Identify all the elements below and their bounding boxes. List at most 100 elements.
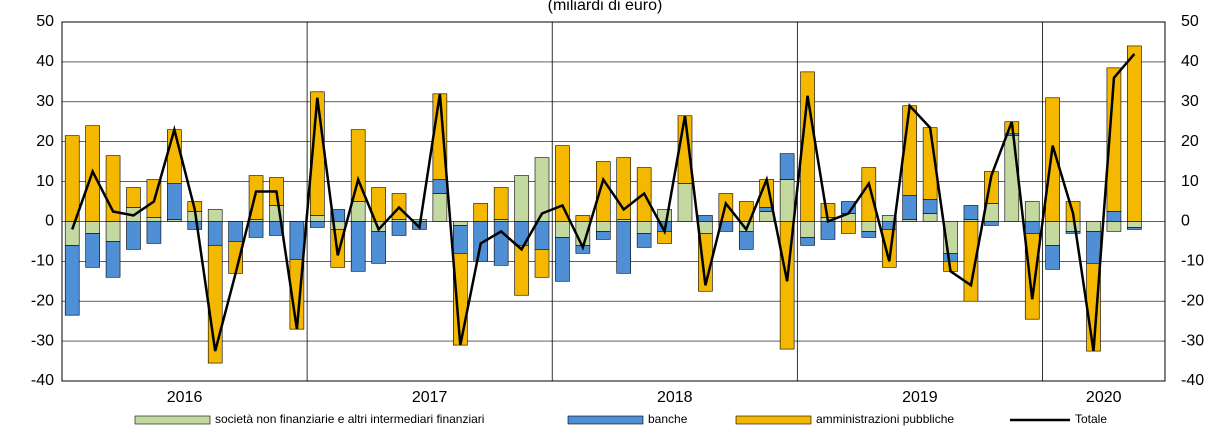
y-tick-label: 40 bbox=[36, 53, 54, 70]
bar bbox=[963, 205, 979, 220]
y2-tick-label: 40 bbox=[1181, 53, 1199, 70]
y2-tick-label: 30 bbox=[1181, 93, 1199, 110]
y2-tick-label: 10 bbox=[1181, 173, 1199, 190]
bar bbox=[1004, 135, 1020, 222]
bar bbox=[657, 209, 672, 222]
bar bbox=[1065, 231, 1081, 234]
bar bbox=[636, 233, 652, 248]
legend-label: banche bbox=[648, 412, 688, 426]
bar bbox=[269, 221, 284, 236]
bar bbox=[310, 215, 325, 222]
bar bbox=[698, 215, 713, 222]
bar bbox=[861, 221, 877, 232]
bar bbox=[555, 145, 570, 222]
bar bbox=[534, 221, 550, 250]
bar bbox=[207, 221, 223, 246]
y2-tick-label: 20 bbox=[1181, 133, 1199, 150]
bar bbox=[595, 231, 611, 240]
y2-tick-label: 0 bbox=[1181, 213, 1190, 230]
bar bbox=[167, 183, 182, 220]
bar bbox=[861, 167, 877, 222]
bar bbox=[1045, 221, 1060, 246]
bar bbox=[310, 221, 325, 228]
bar bbox=[738, 231, 754, 250]
bar bbox=[636, 221, 652, 234]
bar bbox=[493, 221, 509, 266]
bar bbox=[1065, 221, 1081, 232]
bar bbox=[453, 225, 468, 254]
bar bbox=[453, 221, 468, 226]
y-tick-label: -30 bbox=[31, 332, 54, 349]
y-tick-label: 50 bbox=[36, 13, 54, 30]
bar bbox=[289, 221, 305, 260]
bar bbox=[779, 153, 795, 180]
bar bbox=[861, 231, 877, 238]
bar bbox=[922, 213, 938, 222]
bar bbox=[698, 221, 713, 234]
bar bbox=[167, 129, 182, 184]
bar bbox=[432, 179, 448, 194]
bar bbox=[575, 215, 591, 222]
bar bbox=[841, 221, 856, 234]
x-tick-label: 2016 bbox=[167, 389, 203, 406]
bar bbox=[64, 245, 80, 316]
bar bbox=[1086, 221, 1101, 232]
bar bbox=[146, 217, 162, 222]
y2-tick-label: 50 bbox=[1181, 13, 1199, 30]
bar bbox=[555, 221, 570, 238]
bar bbox=[1024, 233, 1040, 320]
bar bbox=[800, 71, 815, 222]
bar bbox=[228, 221, 243, 242]
legend-label: amministrazioni pubbliche bbox=[816, 412, 954, 426]
plot-frame bbox=[61, 21, 1166, 382]
bar bbox=[105, 221, 121, 242]
y2-tick-label: -40 bbox=[1181, 372, 1204, 389]
bar bbox=[473, 203, 489, 222]
bar bbox=[779, 179, 795, 222]
y-tick-label: -40 bbox=[31, 372, 54, 389]
bar bbox=[800, 237, 815, 246]
bar bbox=[432, 193, 448, 222]
bar bbox=[391, 221, 407, 236]
bar bbox=[187, 221, 203, 230]
bar bbox=[555, 237, 570, 282]
bar bbox=[595, 221, 611, 232]
bar bbox=[146, 221, 162, 244]
bar bbox=[677, 183, 693, 222]
bar bbox=[64, 135, 80, 222]
bar bbox=[759, 211, 774, 222]
legend-label: società non finanziarie e altri intermed… bbox=[215, 412, 484, 426]
y-tick-label: 30 bbox=[36, 93, 54, 110]
bar bbox=[371, 231, 386, 264]
bar bbox=[371, 187, 386, 222]
total-line bbox=[71, 53, 1136, 352]
bar bbox=[1045, 97, 1060, 222]
bar bbox=[105, 241, 121, 278]
y2-tick-label: -30 bbox=[1181, 332, 1204, 349]
bar bbox=[1024, 221, 1040, 234]
bar bbox=[1127, 45, 1142, 222]
bar bbox=[1127, 227, 1142, 230]
chart-title: (miliardi di euro) bbox=[548, 0, 663, 14]
bar bbox=[1106, 67, 1122, 212]
bar bbox=[1127, 221, 1142, 228]
x-tick-label: 2019 bbox=[902, 389, 938, 406]
y-tick-label: 10 bbox=[36, 173, 54, 190]
legend-swatch bbox=[567, 415, 644, 425]
bar bbox=[1024, 201, 1040, 222]
bar bbox=[493, 187, 509, 220]
bar bbox=[963, 221, 979, 302]
bar bbox=[207, 209, 223, 222]
y2-tick-label: -10 bbox=[1181, 253, 1204, 270]
x-tick-label: 2020 bbox=[1086, 389, 1122, 406]
bar bbox=[1045, 245, 1060, 270]
y-tick-label: 0 bbox=[45, 213, 54, 230]
bar bbox=[350, 201, 366, 222]
x-tick-label: 2017 bbox=[412, 389, 448, 406]
bar bbox=[943, 253, 958, 262]
bar bbox=[85, 221, 100, 234]
legend-label: Totale bbox=[1075, 412, 1107, 426]
bar bbox=[902, 195, 917, 220]
bar bbox=[85, 233, 100, 268]
